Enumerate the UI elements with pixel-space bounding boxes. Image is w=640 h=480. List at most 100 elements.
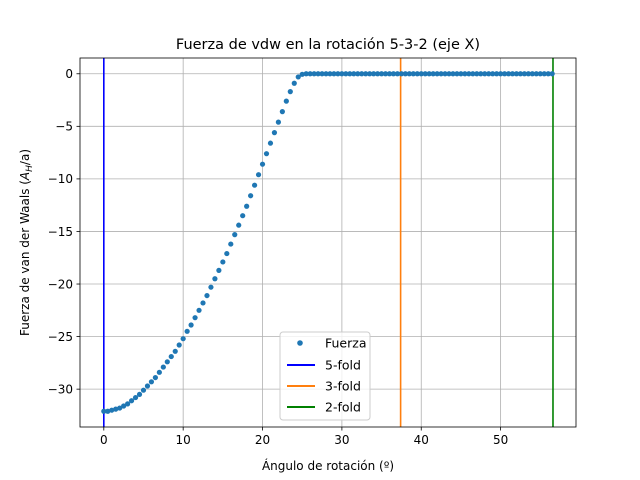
data-point xyxy=(299,71,305,77)
legend-box xyxy=(279,331,371,421)
data-point xyxy=(478,71,484,77)
data-point xyxy=(382,71,389,77)
data-point xyxy=(359,71,365,77)
data-point xyxy=(418,71,424,77)
data-point xyxy=(136,391,143,398)
data-point xyxy=(152,374,158,381)
data-point xyxy=(156,369,162,375)
data-point xyxy=(125,401,131,407)
data-point xyxy=(291,80,297,86)
y-tick-label: −20 xyxy=(48,277,73,291)
data-point xyxy=(236,222,242,228)
plot-frame xyxy=(79,57,577,428)
data-point xyxy=(263,151,270,157)
data-point xyxy=(494,71,500,77)
x-tick-label: 30 xyxy=(334,433,349,447)
data-point xyxy=(422,71,428,77)
data-point xyxy=(442,71,448,77)
data-point xyxy=(363,71,369,77)
y-axis-label-subscript: H xyxy=(25,165,35,172)
data-point xyxy=(128,398,135,404)
data-point xyxy=(545,71,551,77)
data-point xyxy=(386,71,393,77)
data-point xyxy=(426,71,432,77)
data-point xyxy=(414,71,420,77)
data-point xyxy=(498,71,504,77)
data-point xyxy=(438,71,444,77)
data-point xyxy=(275,119,281,125)
data-point xyxy=(101,408,107,414)
data-point xyxy=(474,71,480,77)
data-point xyxy=(117,405,123,411)
data-point xyxy=(109,407,115,413)
y-axis-label: Fuerza de van der Waals (AH/a) xyxy=(18,149,35,336)
chart-title: Fuerza de vdw en la rotación 5-3-2 (eje … xyxy=(176,37,480,53)
data-point xyxy=(371,71,377,77)
data-point xyxy=(509,71,516,77)
data-point xyxy=(113,406,119,412)
data-point xyxy=(121,403,127,409)
data-point xyxy=(339,71,345,77)
legend-label-3-fold: 3-fold xyxy=(325,379,361,394)
fuerza-series xyxy=(101,71,555,414)
x-axis-ticks: 0 10 20 30 40 50 xyxy=(100,427,508,447)
data-point xyxy=(283,98,289,104)
data-point xyxy=(390,71,397,77)
data-point xyxy=(406,71,412,77)
data-point xyxy=(549,71,555,77)
data-point xyxy=(466,71,472,77)
legend: Fuerza 5-fold 3-fold 2-fold xyxy=(279,331,371,421)
data-point xyxy=(271,130,278,136)
data-point xyxy=(168,353,174,360)
data-point xyxy=(513,71,520,77)
data-point xyxy=(541,71,547,77)
data-point xyxy=(375,71,381,77)
data-point xyxy=(224,250,230,257)
data-point xyxy=(295,74,301,80)
data-point xyxy=(402,71,408,77)
data-point xyxy=(140,387,147,393)
y-axis-label-prefix: Fuerza de van der Waals ( xyxy=(18,180,32,336)
data-point xyxy=(196,307,202,313)
y-tick-label: 0 xyxy=(65,67,73,81)
data-point xyxy=(232,232,238,238)
x-axis-label: Ángulo de rotación (º) xyxy=(262,458,394,473)
data-point xyxy=(267,140,274,146)
data-point xyxy=(248,193,254,199)
data-point xyxy=(176,342,182,348)
data-point xyxy=(204,292,210,299)
data-point xyxy=(367,71,373,77)
data-point xyxy=(490,71,496,77)
reference-lines xyxy=(103,58,554,427)
y-axis-label-symbol: A xyxy=(18,172,32,181)
data-point xyxy=(482,71,488,77)
data-point xyxy=(228,241,234,247)
data-point xyxy=(533,71,539,77)
data-point xyxy=(287,89,293,95)
y-axis-ticks: 0 −5 −10 −15 −20 −25 −30 xyxy=(48,67,80,396)
data-point xyxy=(446,71,452,77)
data-point xyxy=(216,267,222,273)
data-point xyxy=(307,71,313,77)
data-point xyxy=(458,71,464,77)
data-point xyxy=(148,379,155,385)
legend-label-2-fold: 2-fold xyxy=(325,400,361,415)
data-point xyxy=(172,348,178,354)
data-point xyxy=(303,71,309,77)
data-point xyxy=(525,71,531,77)
y-tick-label: −25 xyxy=(48,330,73,344)
data-point xyxy=(434,71,440,77)
data-point xyxy=(105,408,111,414)
data-point xyxy=(220,259,226,265)
x-tick-label: 20 xyxy=(255,433,270,447)
data-point xyxy=(244,203,250,209)
legend-label-5-fold: 5-fold xyxy=(325,358,361,373)
data-point xyxy=(347,71,353,77)
data-point xyxy=(430,71,436,77)
data-point xyxy=(501,71,508,77)
data-point xyxy=(394,71,401,77)
legend-label-fuerza: Fuerza xyxy=(325,336,366,351)
data-point xyxy=(212,276,218,282)
data-point xyxy=(351,71,357,77)
